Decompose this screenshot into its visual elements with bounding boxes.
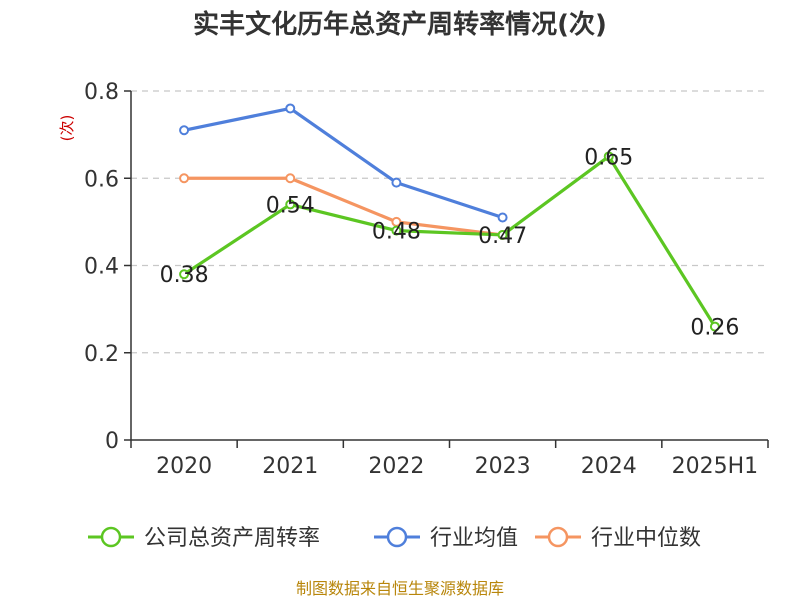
- legend-marker: [100, 526, 122, 548]
- x-tick-label: 2021: [262, 454, 318, 479]
- y-tick-label: 0.4: [84, 255, 119, 280]
- series-line-1: [183, 106, 504, 220]
- data-label: 0.65: [584, 145, 633, 170]
- y-tick-label: 0: [105, 429, 119, 454]
- data-point: [391, 225, 402, 236]
- y-tick-label: 0.6: [84, 167, 119, 192]
- x-tick-label: 2024: [581, 454, 637, 479]
- legend: 公司总资产周转率 行业均值 行业中位数: [88, 526, 701, 551]
- series-line-2: [184, 176, 503, 237]
- chart-title: 实丰文化历年总资产周转率情况(次): [193, 9, 607, 40]
- x-tick-label: 2025H1: [672, 454, 759, 479]
- data-point: [285, 173, 296, 184]
- source-note: 制图数据来自恒生聚源数据库: [296, 579, 504, 598]
- series-line-0: [183, 154, 717, 328]
- data-point: [179, 173, 190, 184]
- data-point: [285, 103, 296, 114]
- data-point: [709, 321, 720, 332]
- data-label: 0.48: [372, 220, 421, 245]
- legend-label: 行业均值: [430, 526, 518, 551]
- legend-marker: [547, 526, 569, 548]
- legend-label: 行业中位数: [591, 526, 701, 551]
- data-point: [497, 229, 508, 240]
- x-tick-label: 2023: [475, 454, 531, 479]
- y-tick-label: 0.2: [84, 342, 119, 367]
- data-label: 0.47: [478, 224, 527, 249]
- data-point: [179, 125, 190, 136]
- data-label: 0.26: [690, 316, 739, 341]
- x-tick-label: 2020: [156, 454, 212, 479]
- y-tick-label: 0.8: [84, 80, 119, 105]
- data-labels: 0.38 0.54 0.48 0.47 0.65 0.26: [160, 145, 740, 340]
- data-label: 0.38: [160, 263, 209, 288]
- legend-label: 公司总资产周转率: [144, 526, 320, 551]
- legend-marker: [386, 526, 408, 548]
- grid-lines: [131, 90, 768, 354]
- series-group: [179, 103, 720, 332]
- data-label: 0.54: [266, 193, 315, 218]
- y-axis-label: (次): [58, 115, 76, 142]
- data-point: [285, 199, 296, 210]
- axes: 0 0.2 0.4 0.6 0.8 2020 2021 2022 2023 2024 2025H1: [84, 80, 769, 479]
- data-point: [497, 212, 508, 223]
- data-point: [603, 151, 614, 162]
- data-point: [179, 269, 190, 280]
- x-tick-label: 2022: [368, 454, 424, 479]
- data-point: [391, 177, 402, 188]
